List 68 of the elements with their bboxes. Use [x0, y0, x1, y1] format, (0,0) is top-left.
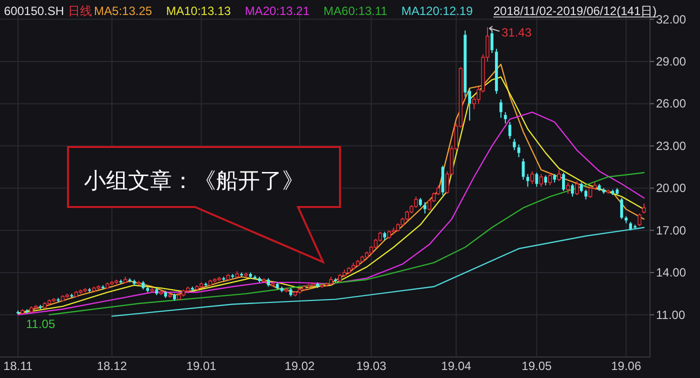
annotation: 31.43 [502, 25, 532, 40]
candlestick [418, 197, 422, 207]
candlestick [544, 174, 548, 186]
candlestick [494, 48, 498, 94]
candlestick [280, 286, 284, 293]
candlestick [142, 280, 145, 290]
candlestick [334, 278, 337, 283]
candlestick [602, 188, 606, 194]
candlestick [499, 98, 502, 118]
candlestick [128, 278, 132, 283]
candlestick [266, 278, 270, 288]
x-tick-label: 19.02 [284, 359, 316, 373]
y-tick-label: 23.00 [656, 138, 686, 153]
candlestick [512, 138, 516, 151]
candlestick [70, 293, 74, 298]
text: MA20:13.21 [244, 4, 310, 18]
x-tick-label: 19.01 [186, 359, 217, 373]
candlestick [508, 121, 512, 140]
y-tick-label: 11.00 [656, 308, 686, 322]
y-tick-label: 20.00 [656, 181, 686, 196]
candlestick [276, 282, 279, 290]
line-series [17, 112, 645, 316]
candlestick [316, 282, 320, 289]
y-tick-label: 29.00 [656, 54, 686, 68]
y-tick-label: 14.00 [656, 266, 686, 280]
candlestick [548, 172, 552, 186]
candlestick [155, 288, 158, 296]
candlestick [423, 202, 426, 214]
x-tick-label: 18.11 [3, 359, 33, 373]
candlestick [562, 172, 565, 192]
chart-title: 600150.SH [4, 4, 64, 18]
text: MA5:13.25 [94, 4, 152, 18]
candlestick [535, 172, 538, 188]
text: MA10:13.13 [166, 4, 232, 18]
annotation: 小组文章：《船开了》 [84, 168, 304, 193]
candlestick [88, 288, 91, 293]
chart-subtitle: 2018/11/02-2019/06/12(141日) [493, 4, 657, 18]
candlestick [584, 189, 588, 200]
candlestick [240, 272, 244, 278]
candlestick [119, 279, 122, 284]
x-tick-label: 19.06 [611, 359, 642, 373]
y-tick-label: 26.00 [656, 96, 686, 111]
y-tick-label: 32.00 [656, 12, 686, 26]
candlestick [530, 170, 534, 184]
x-tick-label: 18.12 [96, 359, 128, 373]
x-tick-label: 19.03 [356, 359, 387, 373]
candlestick [146, 286, 150, 293]
text: MA60:13.11 [324, 4, 388, 18]
candlestick [102, 284, 104, 290]
text: MA120:12.19 [401, 4, 474, 18]
candlestick [553, 174, 556, 183]
candlestick [190, 286, 194, 292]
candlestick [25, 308, 28, 314]
candlestick [517, 144, 520, 158]
candlestick [620, 197, 624, 220]
annotation: 11.05 [26, 317, 56, 332]
annotation: 日线 [68, 4, 92, 18]
line-series [111, 226, 645, 317]
candlestick [164, 290, 168, 298]
candlestick [504, 112, 507, 124]
candlestick [566, 182, 570, 194]
candlestick [629, 221, 632, 231]
y-tick-label: 17.00 [656, 223, 686, 238]
candlestick [571, 183, 574, 198]
candlestick [580, 182, 583, 193]
x-tick-label: 19.04 [441, 359, 472, 373]
x-tick-label: 19.05 [522, 359, 552, 373]
candlestick [16, 310, 20, 314]
